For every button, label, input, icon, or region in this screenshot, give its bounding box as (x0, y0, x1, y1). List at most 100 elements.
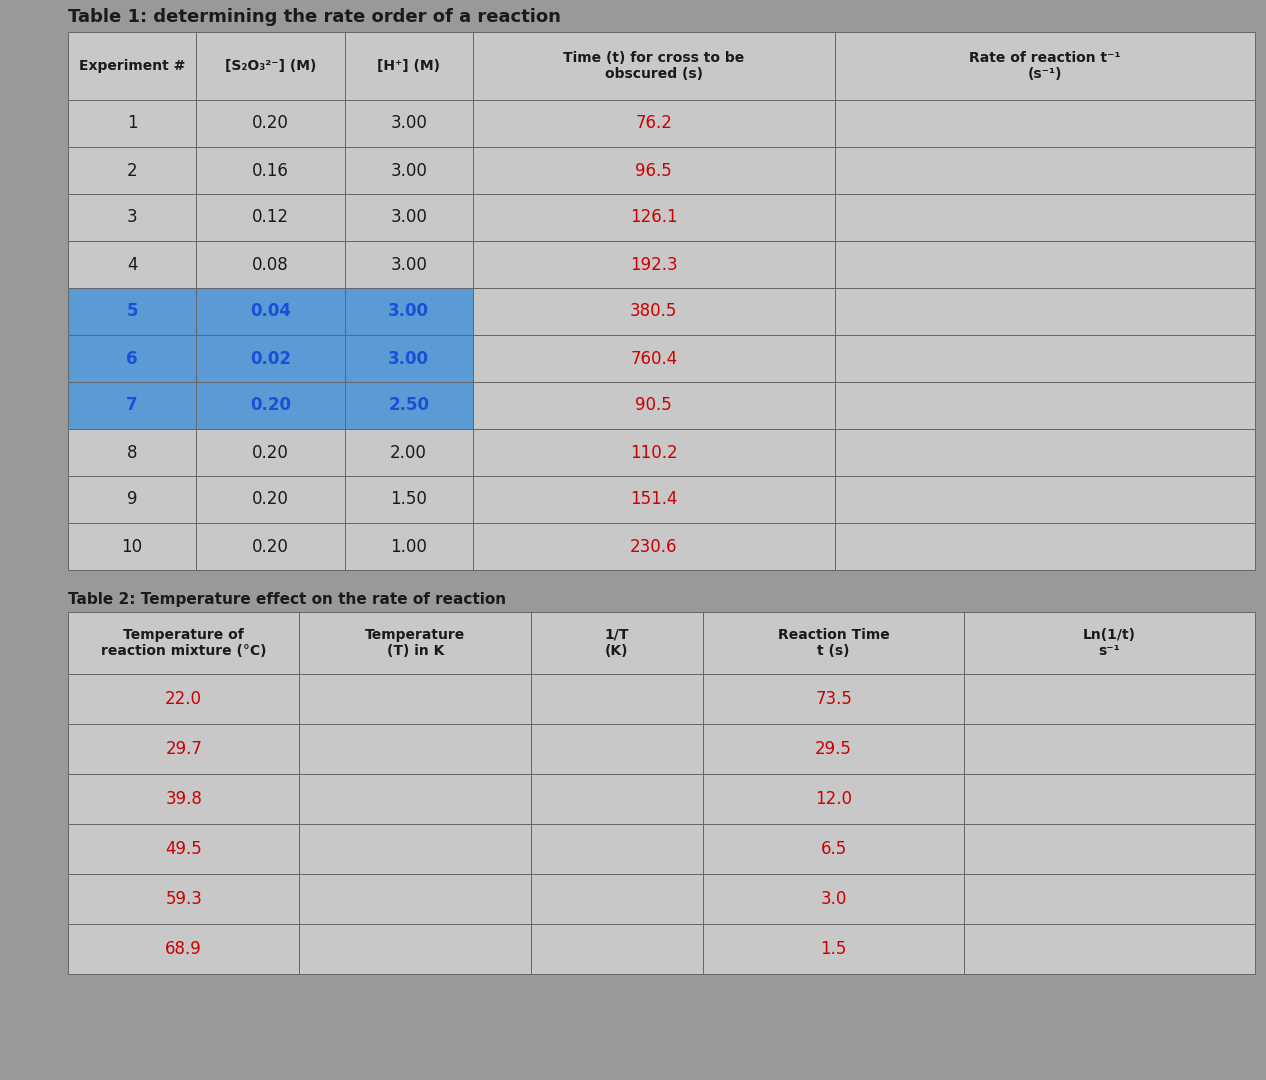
Bar (344, 32, 472, 100)
Bar (68, 523, 196, 570)
Bar (834, 32, 1255, 100)
Bar (472, 335, 834, 382)
Text: 1/T
(K): 1/T (K) (605, 627, 629, 658)
Bar (703, 824, 965, 874)
Bar (834, 100, 1255, 147)
Bar (68, 241, 196, 288)
Bar (530, 824, 703, 874)
Bar (196, 429, 344, 476)
Bar (68, 147, 196, 194)
Text: 110.2: 110.2 (630, 444, 677, 461)
Text: 6.5: 6.5 (820, 840, 847, 858)
Text: 3.00: 3.00 (390, 256, 427, 273)
Bar (300, 824, 530, 874)
Text: 3.0: 3.0 (820, 890, 847, 908)
Bar (703, 724, 965, 774)
Text: 73.5: 73.5 (815, 690, 852, 708)
Bar (68, 429, 196, 476)
Bar (472, 194, 834, 241)
Text: 9: 9 (127, 490, 137, 509)
Bar (472, 241, 834, 288)
Bar (472, 100, 834, 147)
Text: Table 1: determining the rate order of a reaction: Table 1: determining the rate order of a… (68, 8, 561, 26)
Text: 39.8: 39.8 (166, 789, 203, 808)
Bar (344, 382, 472, 429)
Text: 96.5: 96.5 (636, 162, 672, 179)
Text: 230.6: 230.6 (630, 538, 677, 555)
Text: Experiment #: Experiment # (78, 59, 185, 73)
Bar (703, 874, 965, 924)
Bar (834, 476, 1255, 523)
Bar (530, 774, 703, 824)
Bar (703, 774, 965, 824)
Bar (344, 523, 472, 570)
Bar (472, 147, 834, 194)
Bar (196, 382, 344, 429)
Bar (703, 612, 965, 674)
Bar (196, 523, 344, 570)
Text: Rate of reaction t⁻¹
(s⁻¹): Rate of reaction t⁻¹ (s⁻¹) (968, 51, 1120, 81)
Bar (68, 335, 196, 382)
Text: [S₂O₃²⁻] (M): [S₂O₃²⁻] (M) (224, 59, 316, 73)
Text: 1.00: 1.00 (390, 538, 427, 555)
Bar (68, 288, 196, 335)
Bar (344, 147, 472, 194)
Bar (344, 100, 472, 147)
Text: 49.5: 49.5 (166, 840, 203, 858)
Bar (834, 429, 1255, 476)
Bar (472, 476, 834, 523)
Bar (472, 32, 834, 100)
Text: 1: 1 (127, 114, 138, 133)
Text: 0.20: 0.20 (252, 538, 289, 555)
Bar (834, 382, 1255, 429)
Bar (196, 241, 344, 288)
Text: 0.16: 0.16 (252, 162, 289, 179)
Bar (68, 32, 196, 100)
Bar (196, 147, 344, 194)
Text: 3.00: 3.00 (389, 302, 429, 321)
Text: 3.00: 3.00 (390, 162, 427, 179)
Bar (344, 476, 472, 523)
Bar (68, 924, 300, 974)
Bar (472, 382, 834, 429)
Bar (472, 429, 834, 476)
Text: Temperature
(T) in K: Temperature (T) in K (365, 627, 466, 658)
Text: 3.00: 3.00 (390, 114, 427, 133)
Bar (68, 774, 300, 824)
Text: Reaction Time
t (s): Reaction Time t (s) (777, 627, 890, 658)
Text: 5: 5 (127, 302, 138, 321)
Text: 0.08: 0.08 (252, 256, 289, 273)
Bar (530, 674, 703, 724)
Bar (472, 523, 834, 570)
Text: 22.0: 22.0 (166, 690, 203, 708)
Bar (965, 824, 1255, 874)
Bar (344, 288, 472, 335)
Text: 68.9: 68.9 (166, 940, 203, 958)
Bar (834, 194, 1255, 241)
Bar (68, 612, 300, 674)
Text: 2.50: 2.50 (389, 396, 429, 415)
Text: Time (t) for cross to be
obscured (s): Time (t) for cross to be obscured (s) (563, 51, 744, 81)
Bar (834, 523, 1255, 570)
Text: 29.5: 29.5 (815, 740, 852, 758)
Bar (196, 194, 344, 241)
Bar (196, 476, 344, 523)
Bar (300, 924, 530, 974)
Text: Ln(1/t)
s⁻¹: Ln(1/t) s⁻¹ (1084, 627, 1136, 658)
Bar (530, 724, 703, 774)
Text: 29.7: 29.7 (166, 740, 203, 758)
Text: 192.3: 192.3 (630, 256, 677, 273)
Text: [H⁺] (M): [H⁺] (M) (377, 59, 441, 73)
Text: 151.4: 151.4 (630, 490, 677, 509)
Bar (834, 288, 1255, 335)
Bar (300, 612, 530, 674)
Text: 10: 10 (122, 538, 143, 555)
Text: Table 2: Temperature effect on the rate of reaction: Table 2: Temperature effect on the rate … (68, 592, 506, 607)
Bar (965, 874, 1255, 924)
Bar (196, 335, 344, 382)
Text: 12.0: 12.0 (815, 789, 852, 808)
Bar (344, 241, 472, 288)
Text: 6: 6 (127, 350, 138, 367)
Bar (344, 194, 472, 241)
Bar (965, 612, 1255, 674)
